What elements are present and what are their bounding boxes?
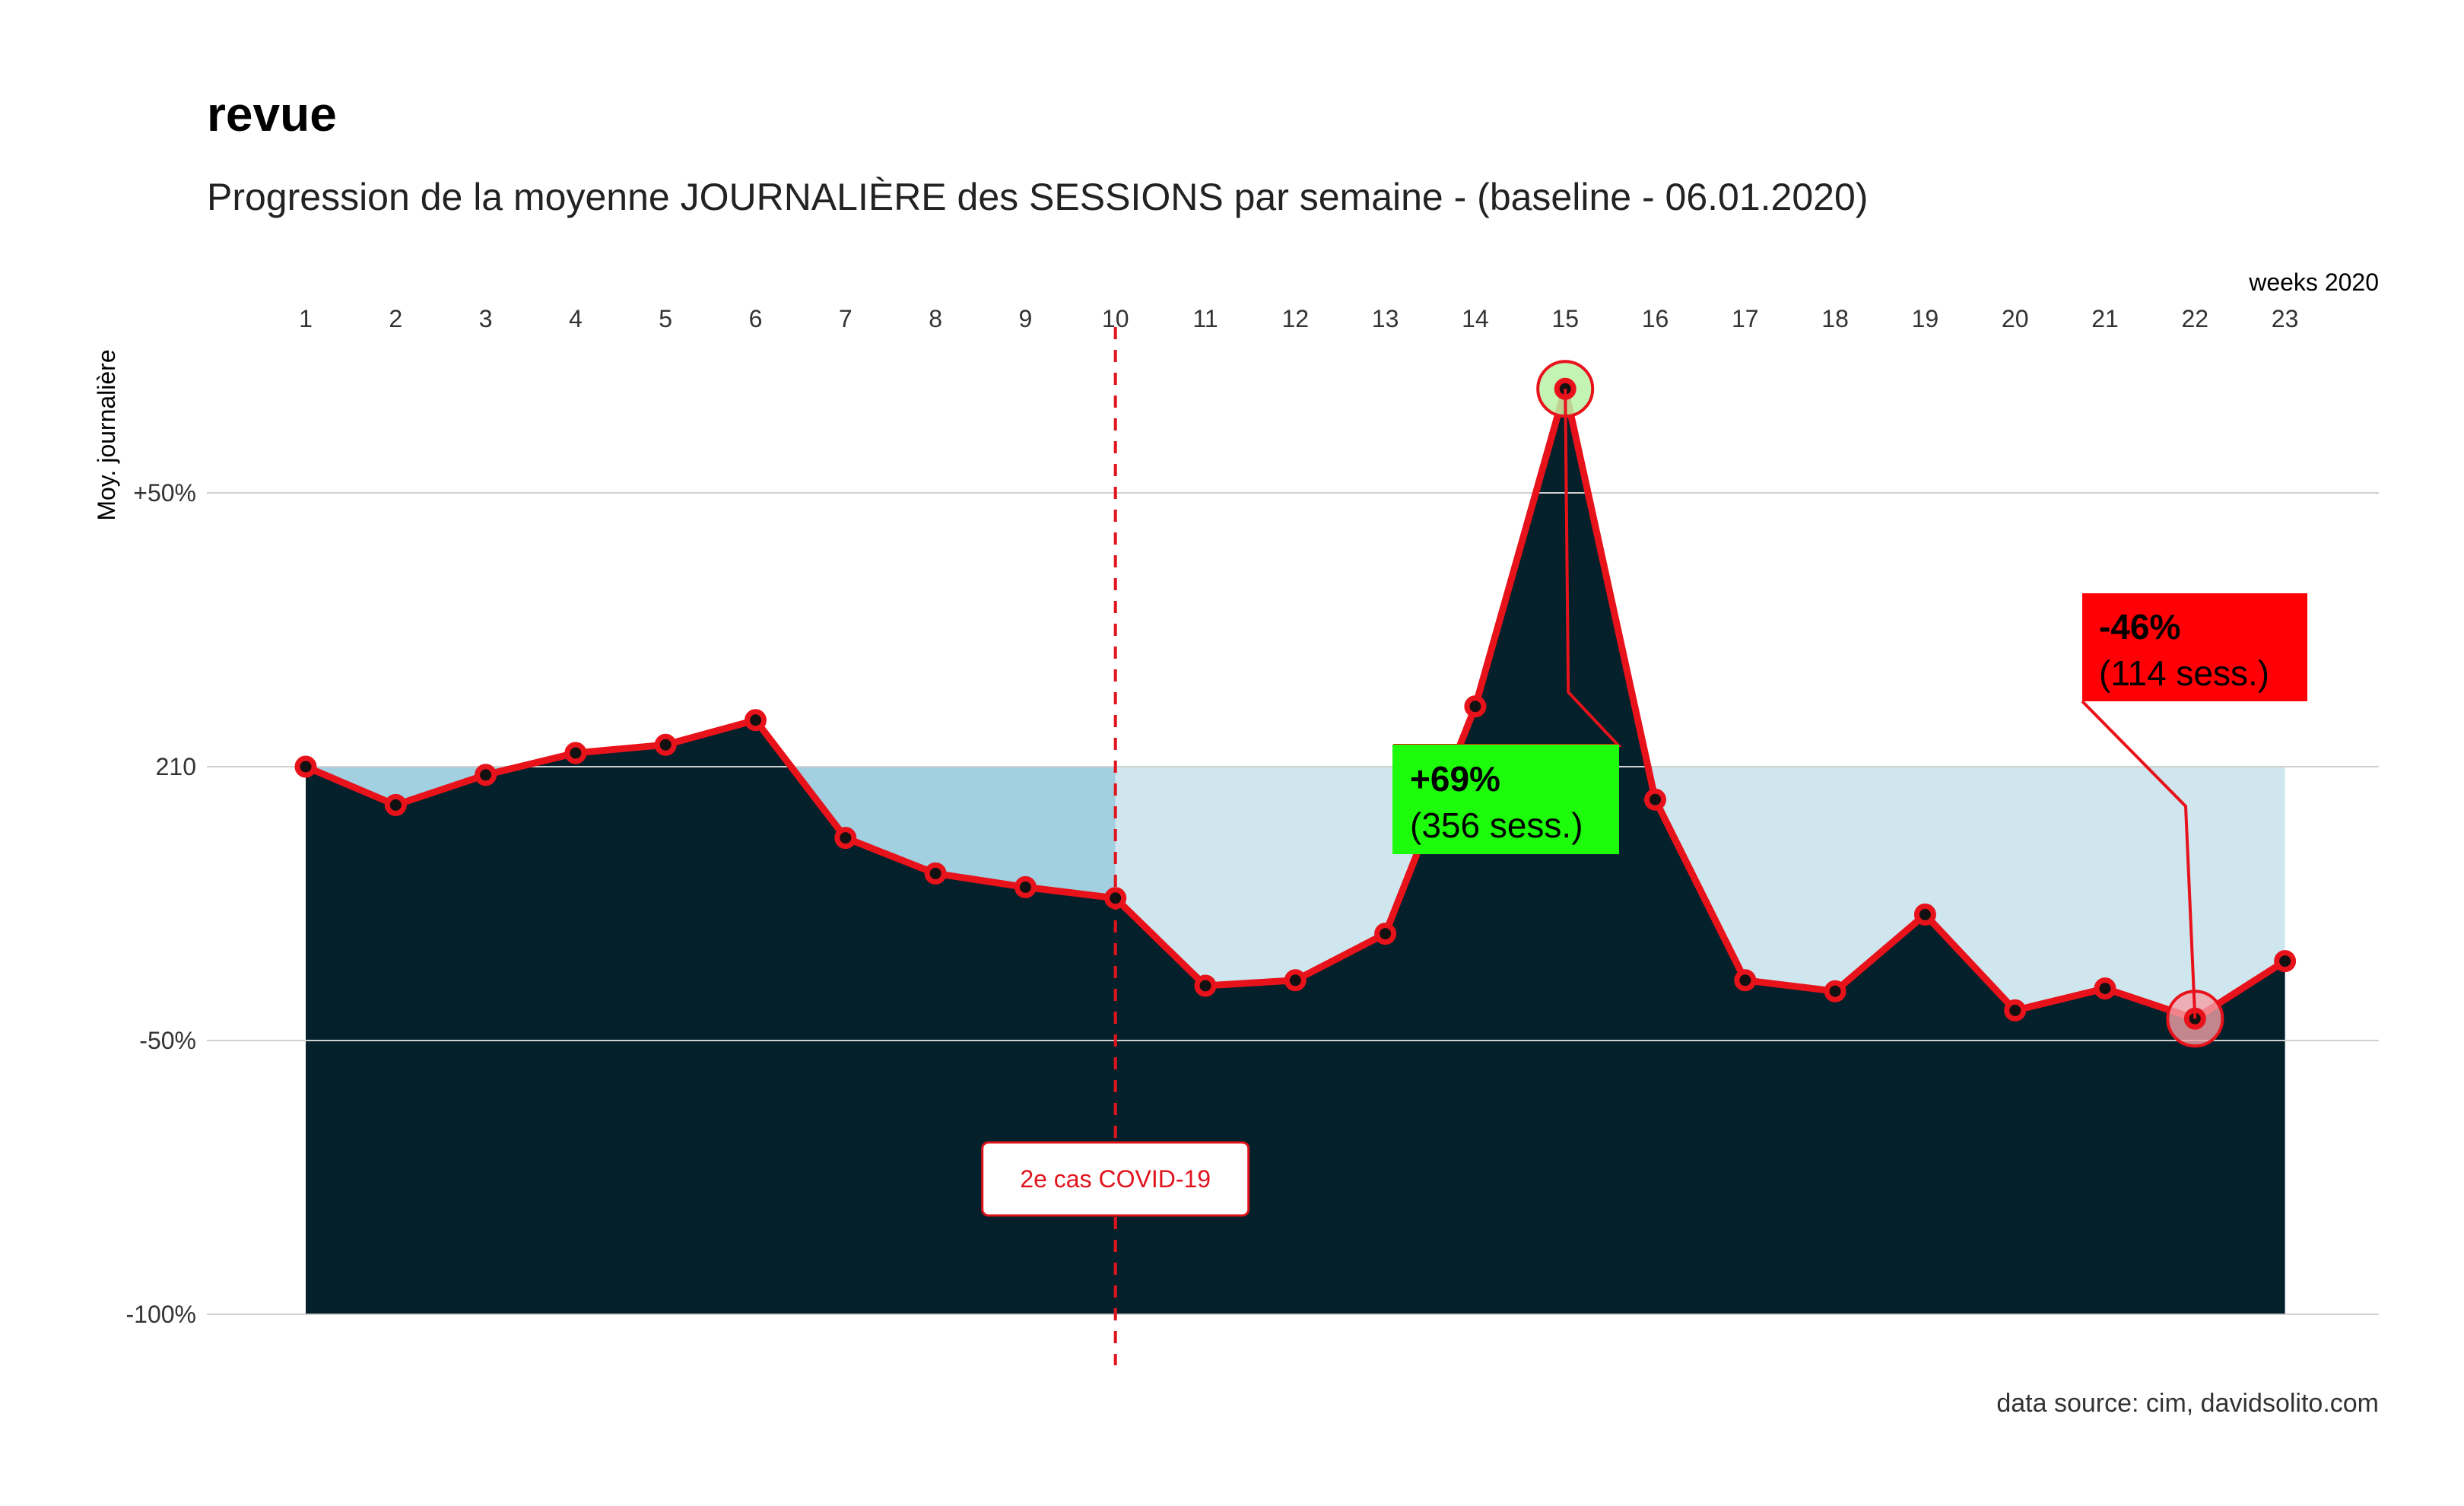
- data-point: [2094, 977, 2116, 1000]
- x-tick-label: 23: [2272, 305, 2299, 332]
- data-point: [834, 827, 857, 850]
- annotation-min-sessions: (114 sess.): [2099, 653, 2269, 693]
- chart-title: revue: [207, 87, 337, 141]
- data-point: [1464, 695, 1487, 718]
- data-point: [2274, 950, 2297, 973]
- data-point: [924, 862, 947, 885]
- x-axis-title: weeks 2020: [2248, 268, 2379, 296]
- x-tick-label: 3: [479, 305, 493, 332]
- x-axis-ticks: 1 2 3 4 5 6 7 8 9 10 11 12 13 14 15 16 17 18 19 20 21 22 23: [299, 305, 2298, 332]
- x-tick-label: 15: [1551, 305, 1579, 332]
- event-label: 2e cas COVID-19: [1020, 1165, 1211, 1193]
- x-tick-label: 9: [1019, 305, 1033, 332]
- chart-subtitle: Progression de la moyenne JOURNALIÈRE de…: [207, 176, 1868, 218]
- data-source-caption: data source: cim, davidsolito.com: [1996, 1389, 2379, 1418]
- annotation-max-percent: +69%: [1410, 759, 1500, 799]
- data-point: [1284, 969, 1307, 992]
- annotations-layer: +69% (356 sess.) -46% (114 sess.): [1392, 389, 2307, 1019]
- data-point: [654, 733, 677, 756]
- x-tick-label: 16: [1642, 305, 1669, 332]
- y-tick-label: -100%: [126, 1301, 197, 1328]
- data-point: [745, 709, 767, 732]
- x-tick-label: 22: [2182, 305, 2209, 332]
- data-point: [294, 755, 317, 778]
- x-tick-label: 8: [929, 305, 942, 332]
- x-tick-label: 18: [1821, 305, 1849, 332]
- x-tick-label: 13: [1372, 305, 1399, 332]
- data-point: [2004, 999, 2027, 1021]
- y-tick-label: 210: [156, 753, 196, 780]
- data-point: [1824, 980, 1846, 1002]
- data-point: [1374, 923, 1397, 945]
- event-label-box: [981, 1141, 1250, 1217]
- data-point: [1014, 875, 1037, 898]
- series-layer: [294, 360, 2297, 1048]
- x-tick-label: 2: [389, 305, 402, 332]
- data-point: [564, 742, 587, 764]
- area-layer: [306, 389, 2285, 1315]
- x-tick-label: 5: [659, 305, 672, 332]
- x-tick-label: 6: [749, 305, 763, 332]
- x-tick-label: 14: [1462, 305, 1489, 332]
- data-point: [475, 764, 497, 786]
- annotation-box-max: [1392, 745, 1619, 854]
- data-point: [1734, 969, 1757, 992]
- data-point: [1644, 788, 1666, 811]
- data-point: [384, 793, 407, 816]
- x-tick-label: 17: [1732, 305, 1759, 332]
- y-tick-label: +50%: [133, 479, 196, 507]
- annotation-leader-min: [2081, 700, 2197, 1019]
- annotation-min-percent: -46%: [2099, 607, 2180, 647]
- data-point: [1913, 903, 1936, 926]
- x-tick-label: 19: [1912, 305, 1939, 332]
- data-point: [1104, 887, 1127, 910]
- x-tick-label: 20: [2002, 305, 2029, 332]
- data-point: [1194, 974, 1217, 997]
- x-tick-label: 12: [1282, 305, 1310, 332]
- y-axis-title: Moy. journalière: [93, 349, 120, 520]
- annotation-box-min: [2082, 593, 2307, 701]
- x-tick-label: 1: [299, 305, 313, 332]
- x-tick-label: 11: [1192, 305, 1218, 332]
- event-layer: 2e cas COVID-19: [981, 327, 1250, 1365]
- y-tick-label: -50%: [139, 1027, 196, 1054]
- y-axis-ticks: +50% 210 -50% -100%: [126, 479, 197, 1328]
- annotation-max-sessions: (356 sess.): [1410, 805, 1583, 845]
- x-tick-label: 21: [2091, 305, 2119, 332]
- x-tick-label: 7: [839, 305, 853, 332]
- x-tick-label: 4: [569, 305, 583, 332]
- x-tick-label: 10: [1102, 305, 1129, 332]
- series-area: [306, 389, 2285, 1315]
- grid-lines: [207, 492, 2379, 1315]
